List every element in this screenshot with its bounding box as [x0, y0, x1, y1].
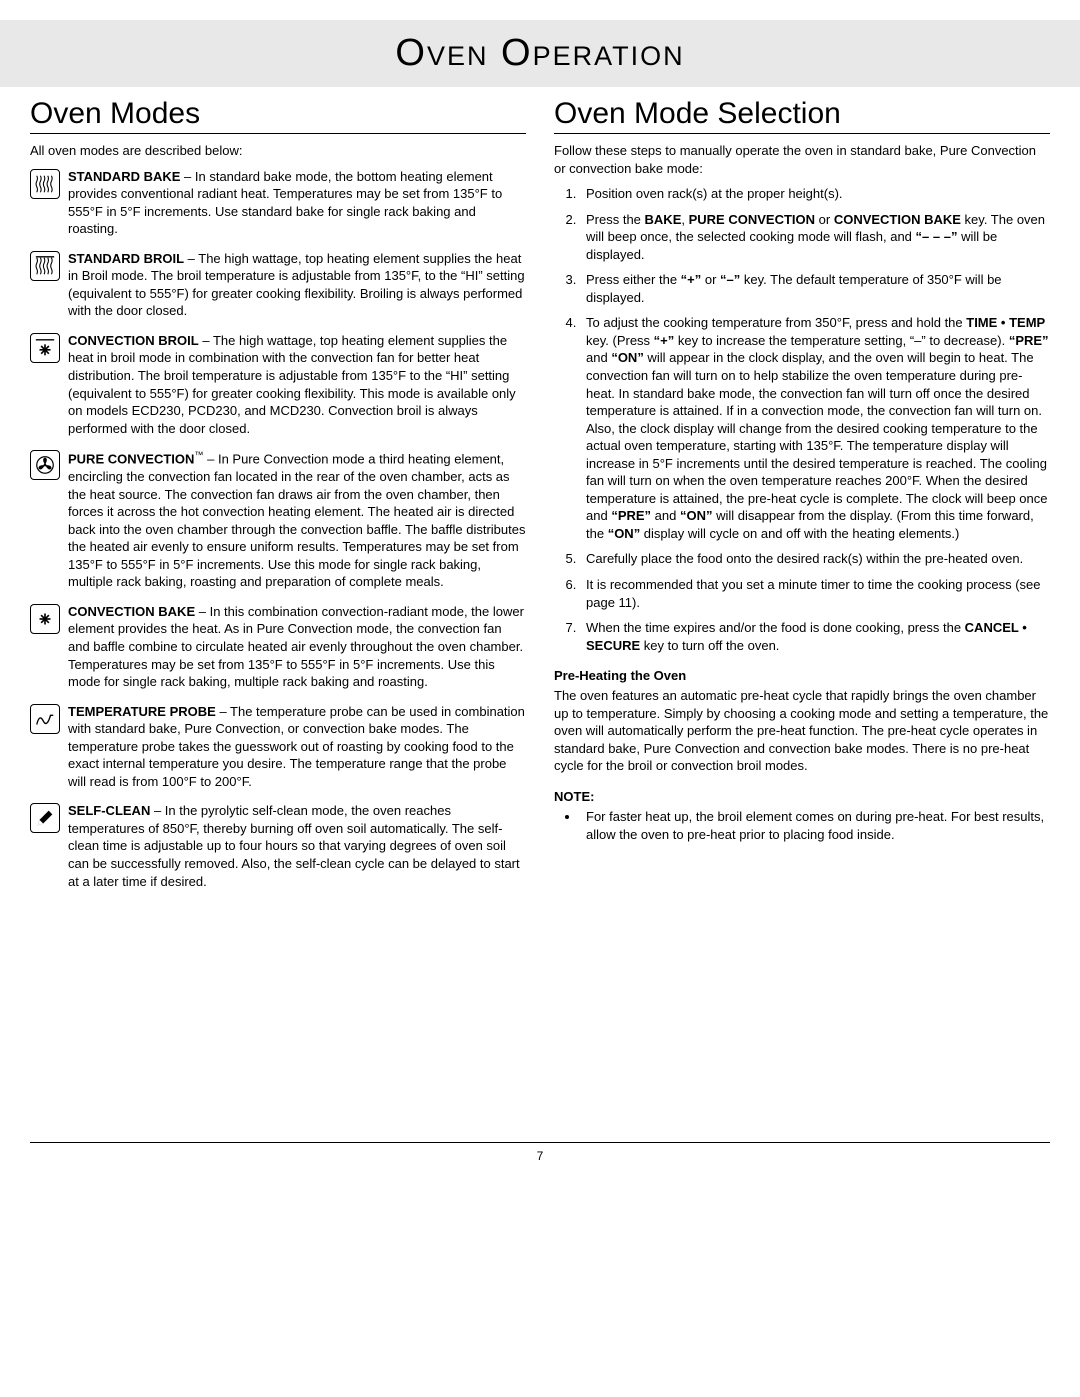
- page-footer: 7: [30, 1142, 1050, 1163]
- mode-title: CONVECTION BROIL: [68, 333, 199, 348]
- mode-text: TEMPERATURE PROBE – The temperature prob…: [68, 703, 526, 791]
- step-item: Carefully place the food onto the desire…: [580, 550, 1050, 568]
- mode-text: CONVECTION BROIL – The high wattage, top…: [68, 332, 526, 437]
- content-columns: Oven Modes All oven modes are described …: [30, 97, 1050, 902]
- note-label: NOTE:: [554, 789, 1050, 804]
- step-item: Press either the “+” or “–” key. The def…: [580, 271, 1050, 306]
- asterisk-icon: [30, 604, 60, 634]
- mode-row: STANDARD BROIL – The high wattage, top h…: [30, 250, 526, 320]
- mode-row: CONVECTION BAKE – In this combination co…: [30, 603, 526, 691]
- mode-title: SELF-CLEAN: [68, 803, 150, 818]
- mode-body: – In Pure Convection mode a third heatin…: [68, 452, 525, 590]
- mode-text: STANDARD BAKE – In standard bake mode, t…: [68, 168, 526, 238]
- right-column: Oven Mode Selection Follow these steps t…: [554, 97, 1050, 902]
- mode-selection-intro: Follow these steps to manually operate t…: [554, 142, 1050, 177]
- mode-title: STANDARD BAKE: [68, 169, 180, 184]
- mode-selection-heading: Oven Mode Selection: [554, 97, 1050, 134]
- asterisk-bar-icon: [30, 333, 60, 363]
- mode-row: SELF-CLEAN – In the pyrolytic self-clean…: [30, 802, 526, 890]
- page-number: 7: [537, 1149, 544, 1163]
- mode-row: PURE CONVECTION™ – In Pure Convection mo…: [30, 449, 526, 591]
- step-item: Position oven rack(s) at the proper heig…: [580, 185, 1050, 203]
- preheat-heading: Pre-Heating the Oven: [554, 668, 1050, 683]
- trademark-symbol: ™: [194, 450, 203, 460]
- mode-text: STANDARD BROIL – The high wattage, top h…: [68, 250, 526, 320]
- oven-modes-intro: All oven modes are described below:: [30, 142, 526, 160]
- waves-top-icon: [30, 251, 60, 281]
- oven-modes-list: STANDARD BAKE – In standard bake mode, t…: [30, 168, 526, 891]
- mode-title: STANDARD BROIL: [68, 251, 184, 266]
- mode-title: PURE CONVECTION: [68, 452, 194, 467]
- mode-text: SELF-CLEAN – In the pyrolytic self-clean…: [68, 802, 526, 890]
- mode-title: CONVECTION BAKE: [68, 604, 195, 619]
- probe-icon: [30, 704, 60, 734]
- mode-row: TEMPERATURE PROBE – The temperature prob…: [30, 703, 526, 791]
- mode-title: TEMPERATURE PROBE: [68, 704, 216, 719]
- fan-icon: [30, 450, 60, 480]
- step-item: It is recommended that you set a minute …: [580, 576, 1050, 611]
- mode-text: PURE CONVECTION™ – In Pure Convection mo…: [68, 449, 526, 591]
- step-item: To adjust the cooking temperature from 3…: [580, 314, 1050, 542]
- mode-row: STANDARD BAKE – In standard bake mode, t…: [30, 168, 526, 238]
- mode-body: – The high wattage, top heating element …: [68, 333, 516, 436]
- oven-modes-heading: Oven Modes: [30, 97, 526, 134]
- waves-bottom-icon: [30, 169, 60, 199]
- left-column: Oven Modes All oven modes are described …: [30, 97, 526, 902]
- note-item: For faster heat up, the broil element co…: [580, 808, 1050, 843]
- pencil-icon: [30, 803, 60, 833]
- page-header: Oven Operation: [0, 20, 1080, 87]
- mode-text: CONVECTION BAKE – In this combination co…: [68, 603, 526, 691]
- notes-list: For faster heat up, the broil element co…: [554, 808, 1050, 843]
- step-item: Press the BAKE, PURE CONVECTION or CONVE…: [580, 211, 1050, 264]
- preheat-body: The oven features an automatic pre-heat …: [554, 687, 1050, 775]
- step-item: When the time expires and/or the food is…: [580, 619, 1050, 654]
- mode-selection-steps: Position oven rack(s) at the proper heig…: [554, 185, 1050, 654]
- page-title: Oven Operation: [395, 32, 684, 74]
- mode-row: CONVECTION BROIL – The high wattage, top…: [30, 332, 526, 437]
